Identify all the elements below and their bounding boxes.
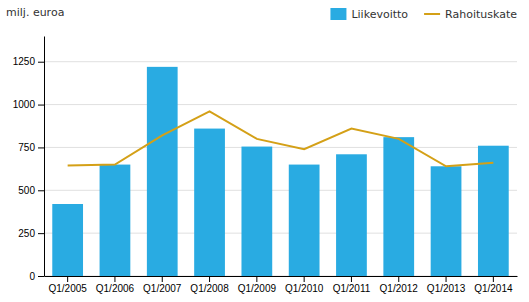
y-tick-mark <box>38 276 44 277</box>
bar <box>431 166 462 276</box>
legend-item: Rahoituskate <box>424 8 517 21</box>
grid <box>44 62 517 276</box>
legend-item: Liikevoitto <box>330 8 408 21</box>
grid-line <box>44 61 517 62</box>
y-tick-label: 500 <box>18 185 35 196</box>
y-axis-line <box>44 37 45 277</box>
y-tick-label: 1000 <box>13 99 36 110</box>
x-tick-mark <box>209 276 210 282</box>
y-tick-label: 250 <box>18 228 35 239</box>
x-tick: Q1/2014 <box>474 276 513 294</box>
chart: 025050075010001250Q1/2005Q1/2006Q1/2007Q… <box>0 0 529 302</box>
x-tick: Q1/2006 <box>96 276 135 294</box>
line <box>68 111 494 166</box>
x-tick-mark <box>162 276 163 282</box>
x-tick: Q1/2010 <box>285 276 324 294</box>
x-tick: Q1/2011 <box>333 276 371 294</box>
x-axis: Q1/2005 Q1/2006 Q1/2007 Q1/2008 Q1/2009 Q1/20… <box>45 276 518 294</box>
x-tick-label: Q1/2011 <box>333 283 371 294</box>
legend-swatch <box>330 8 346 20</box>
y-axis-label: milj. euroa <box>6 6 64 19</box>
legend-label: Liikevoitto <box>351 8 408 21</box>
x-tick-mark <box>493 276 494 282</box>
bar <box>52 204 83 276</box>
y-tick-mark <box>38 62 44 63</box>
plot-area: 025050075010001250Q1/2005Q1/2006Q1/2007Q… <box>13 37 518 295</box>
x-tick-label: Q1/2009 <box>238 283 277 294</box>
y-tick: 500 <box>18 185 44 196</box>
y-tick-label: 0 <box>29 271 35 282</box>
x-tick: Q1/2008 <box>190 276 229 294</box>
y-tick: 750 <box>18 142 44 153</box>
bar-series <box>52 67 508 276</box>
y-tick-label: 750 <box>18 142 35 153</box>
x-tick-mark <box>114 276 115 282</box>
x-tick-label: Q1/2013 <box>427 283 466 294</box>
legend: Liikevoitto Rahoituskate <box>330 8 517 21</box>
x-tick-label: Q1/2014 <box>474 283 513 294</box>
grid-line <box>44 104 517 105</box>
bar <box>478 146 509 276</box>
x-tick: Q1/2005 <box>48 276 87 294</box>
grid-line <box>44 147 517 148</box>
y-tick-mark <box>38 105 44 106</box>
x-tick-mark <box>398 276 399 282</box>
x-tick-mark <box>67 276 68 282</box>
y-tick: 250 <box>18 228 44 239</box>
bar <box>194 129 225 276</box>
y-tick: 0 <box>29 271 44 282</box>
x-tick: Q1/2009 <box>238 276 277 294</box>
legend-label: Rahoituskate <box>445 8 517 21</box>
y-tick-mark <box>38 190 44 191</box>
y-tick: 1000 <box>13 99 44 110</box>
x-tick-mark <box>304 276 305 282</box>
x-tick-label: Q1/2012 <box>380 283 419 294</box>
x-tick-mark <box>446 276 447 282</box>
y-axis: 0 250 500 750 1000 1250 <box>13 37 45 282</box>
x-tick: Q1/2012 <box>380 276 419 294</box>
bar <box>383 137 414 276</box>
bar <box>100 165 131 276</box>
y-tick-mark <box>38 147 44 148</box>
y-tick-label: 1250 <box>13 56 36 67</box>
y-tick: 1250 <box>13 56 44 67</box>
x-tick: Q1/2007 <box>143 276 182 294</box>
x-tick: Q1/2013 <box>427 276 466 294</box>
x-tick-label: Q1/2006 <box>96 283 135 294</box>
x-tick-label: Q1/2007 <box>143 283 182 294</box>
x-tick-mark <box>256 276 257 282</box>
bar <box>241 147 272 276</box>
bar <box>147 67 178 276</box>
bar <box>336 154 367 276</box>
x-tick-label: Q1/2008 <box>190 283 229 294</box>
marks <box>52 67 508 276</box>
y-tick-mark <box>38 233 44 234</box>
x-tick-label: Q1/2005 <box>48 283 87 294</box>
x-tick-mark <box>351 276 352 282</box>
bar <box>289 165 320 276</box>
x-tick-label: Q1/2010 <box>285 283 324 294</box>
legend-swatch <box>424 13 440 15</box>
